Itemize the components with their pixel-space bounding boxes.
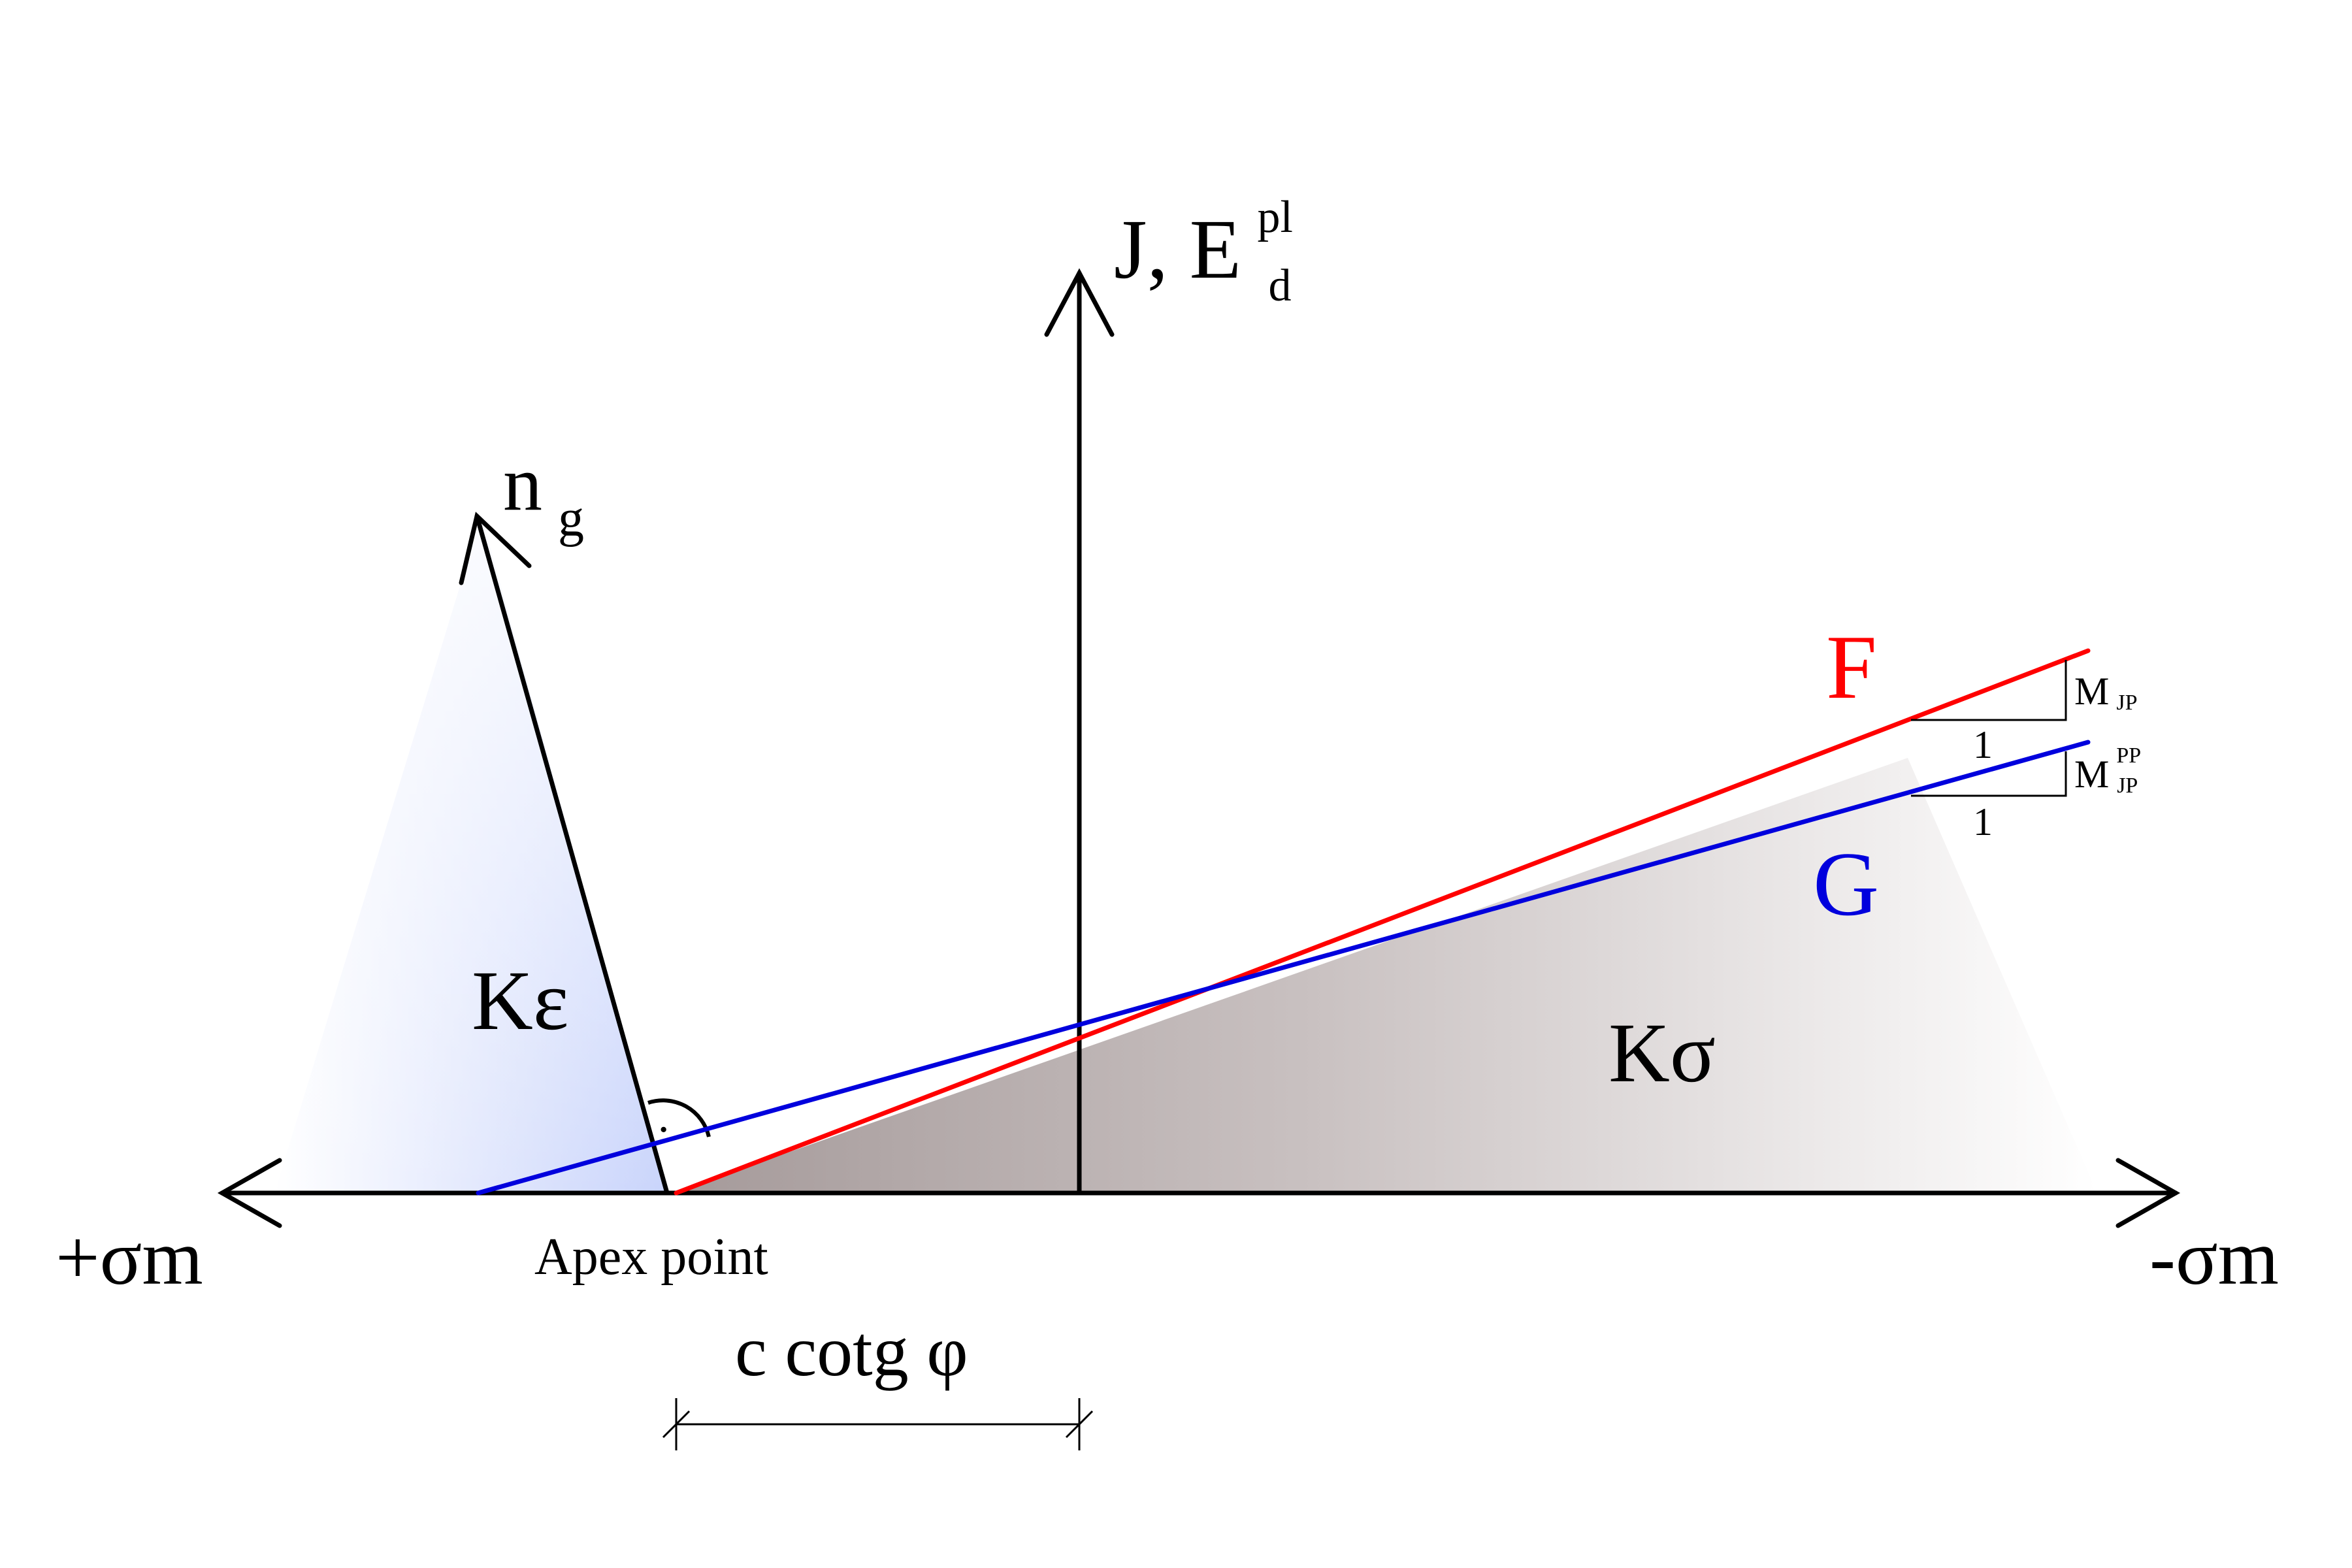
n-g-label: n g xyxy=(503,440,584,547)
slope-triangle-f xyxy=(1911,660,2067,721)
k-epsilon-region xyxy=(274,516,667,1193)
m-jp-pp-label: M PP JP xyxy=(2074,728,2151,798)
k-epsilon-label: Kε xyxy=(472,954,568,1048)
right-arrow-icon xyxy=(2115,1158,2181,1228)
left-arrow-icon xyxy=(217,1158,282,1228)
k-sigma-region xyxy=(673,758,2097,1193)
c-cotg-label: c cotg φ xyxy=(735,1311,968,1391)
dimension-line xyxy=(662,1398,1094,1450)
n-g-vector xyxy=(459,512,670,1196)
apex-point-label: Apex point xyxy=(534,1228,768,1286)
right-angle-dot: · xyxy=(656,1105,671,1155)
g-label: G xyxy=(1813,834,1879,935)
up-arrow-icon xyxy=(1044,268,1115,337)
f-label: F xyxy=(1826,617,1877,718)
minus-sigma-label: -σm xyxy=(2149,1214,2279,1301)
normal-arrow-icon xyxy=(459,512,532,585)
f-line xyxy=(674,648,2091,1196)
slope-run-f-label: 1 xyxy=(1973,723,1993,766)
g-line xyxy=(476,740,2091,1196)
y-axis-label: J, E pl d xyxy=(1114,157,1314,311)
slope-triangle-g xyxy=(1911,751,2067,797)
sigma-m-axis xyxy=(217,1158,2181,1228)
plus-sigma-label: +σm xyxy=(56,1214,203,1301)
k-sigma-label: Kσ xyxy=(1609,1006,1716,1100)
m-jp-label: M JP xyxy=(2074,670,2138,715)
slope-run-g-label: 1 xyxy=(1973,800,1993,843)
